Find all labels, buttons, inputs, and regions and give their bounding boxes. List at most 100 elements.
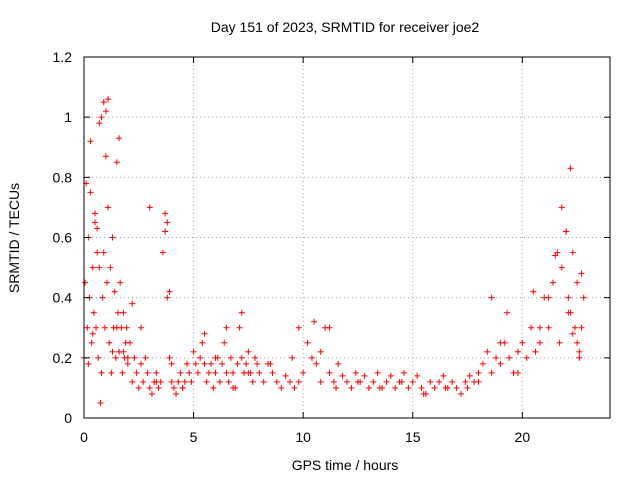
- data-point: [98, 369, 105, 376]
- data-point: [267, 360, 274, 367]
- data-point: [82, 279, 89, 286]
- data-point: [142, 354, 149, 361]
- data-point: [464, 384, 471, 391]
- data-point: [536, 339, 543, 346]
- data-point: [308, 354, 315, 361]
- data-point: [374, 369, 381, 376]
- data-point: [168, 360, 175, 367]
- data-point: [119, 369, 126, 376]
- data-point: [282, 372, 289, 379]
- data-point: [556, 339, 563, 346]
- data-point: [576, 354, 583, 361]
- data-point: [295, 378, 302, 385]
- data-point: [87, 138, 94, 145]
- data-point: [243, 360, 250, 367]
- data-point: [339, 372, 346, 379]
- x-tick-label: 0: [80, 429, 88, 445]
- data-point: [94, 249, 101, 256]
- data-point: [545, 294, 552, 301]
- data-point: [88, 339, 95, 346]
- data-point: [514, 369, 521, 376]
- data-point: [112, 354, 119, 361]
- data-point: [466, 372, 473, 379]
- data-point: [99, 294, 106, 301]
- data-point: [431, 384, 438, 391]
- grid-layer: [84, 57, 610, 418]
- data-point: [212, 369, 219, 376]
- data-point: [348, 384, 355, 391]
- data-point: [133, 369, 140, 376]
- data-point: [101, 324, 108, 331]
- data-point: [405, 384, 412, 391]
- data-point: [558, 204, 565, 211]
- data-point: [580, 294, 587, 301]
- data-point: [96, 120, 103, 127]
- data-point: [221, 339, 228, 346]
- data-point: [197, 354, 204, 361]
- data-point: [166, 288, 173, 295]
- data-point: [98, 114, 105, 121]
- data-point: [245, 369, 252, 376]
- data-point: [545, 324, 552, 331]
- data-point: [100, 99, 107, 106]
- data-point: [219, 360, 226, 367]
- data-point: [89, 264, 96, 271]
- data-point: [519, 339, 526, 346]
- data-point: [120, 348, 127, 355]
- data-point: [166, 354, 173, 361]
- data-point: [164, 294, 171, 301]
- data-point: [387, 372, 394, 379]
- data-point: [514, 348, 521, 355]
- data-point: [230, 369, 237, 376]
- data-point: [123, 324, 130, 331]
- data-point: [127, 339, 134, 346]
- data-point: [216, 378, 223, 385]
- data-point: [137, 360, 144, 367]
- data-point: [108, 369, 115, 376]
- data-point: [344, 378, 350, 385]
- data-point: [488, 294, 495, 301]
- data-point: [503, 309, 510, 316]
- data-point: [565, 309, 572, 316]
- data-point: [287, 378, 294, 385]
- data-point: [203, 378, 210, 385]
- data-point: [148, 390, 155, 397]
- data-point: [269, 369, 276, 376]
- x-tick-label: 10: [295, 429, 311, 445]
- data-point: [153, 369, 160, 376]
- data-point: [84, 324, 91, 331]
- data-point: [201, 330, 208, 337]
- plot-frame: [83, 56, 611, 419]
- data-point: [100, 249, 107, 256]
- data-point: [440, 372, 447, 379]
- data-point: [574, 279, 581, 286]
- data-point: [104, 279, 111, 286]
- data-point: [576, 348, 583, 355]
- data-point: [532, 348, 539, 355]
- data-point: [335, 360, 342, 367]
- data-point: [106, 339, 113, 346]
- data-point: [116, 135, 123, 142]
- x-tick-label: 5: [190, 429, 198, 445]
- data-point: [117, 279, 124, 286]
- data-point: [168, 378, 175, 385]
- data-point: [488, 369, 495, 376]
- data-point: [326, 369, 333, 376]
- data-point: [91, 219, 98, 226]
- data-point: [427, 378, 434, 385]
- data-point: [569, 330, 576, 337]
- data-point: [159, 249, 166, 256]
- data-point: [120, 309, 127, 316]
- data-point: [569, 249, 576, 256]
- data-point: [457, 390, 464, 397]
- data-point: [295, 324, 302, 331]
- data-point: [550, 279, 557, 286]
- data-point: [181, 378, 188, 385]
- data-point: [376, 384, 383, 391]
- data-point: [317, 378, 324, 385]
- data-point: [96, 264, 103, 271]
- data-point: [304, 339, 311, 346]
- data-point: [146, 204, 153, 211]
- data-point: [201, 360, 208, 367]
- data-point: [140, 378, 147, 385]
